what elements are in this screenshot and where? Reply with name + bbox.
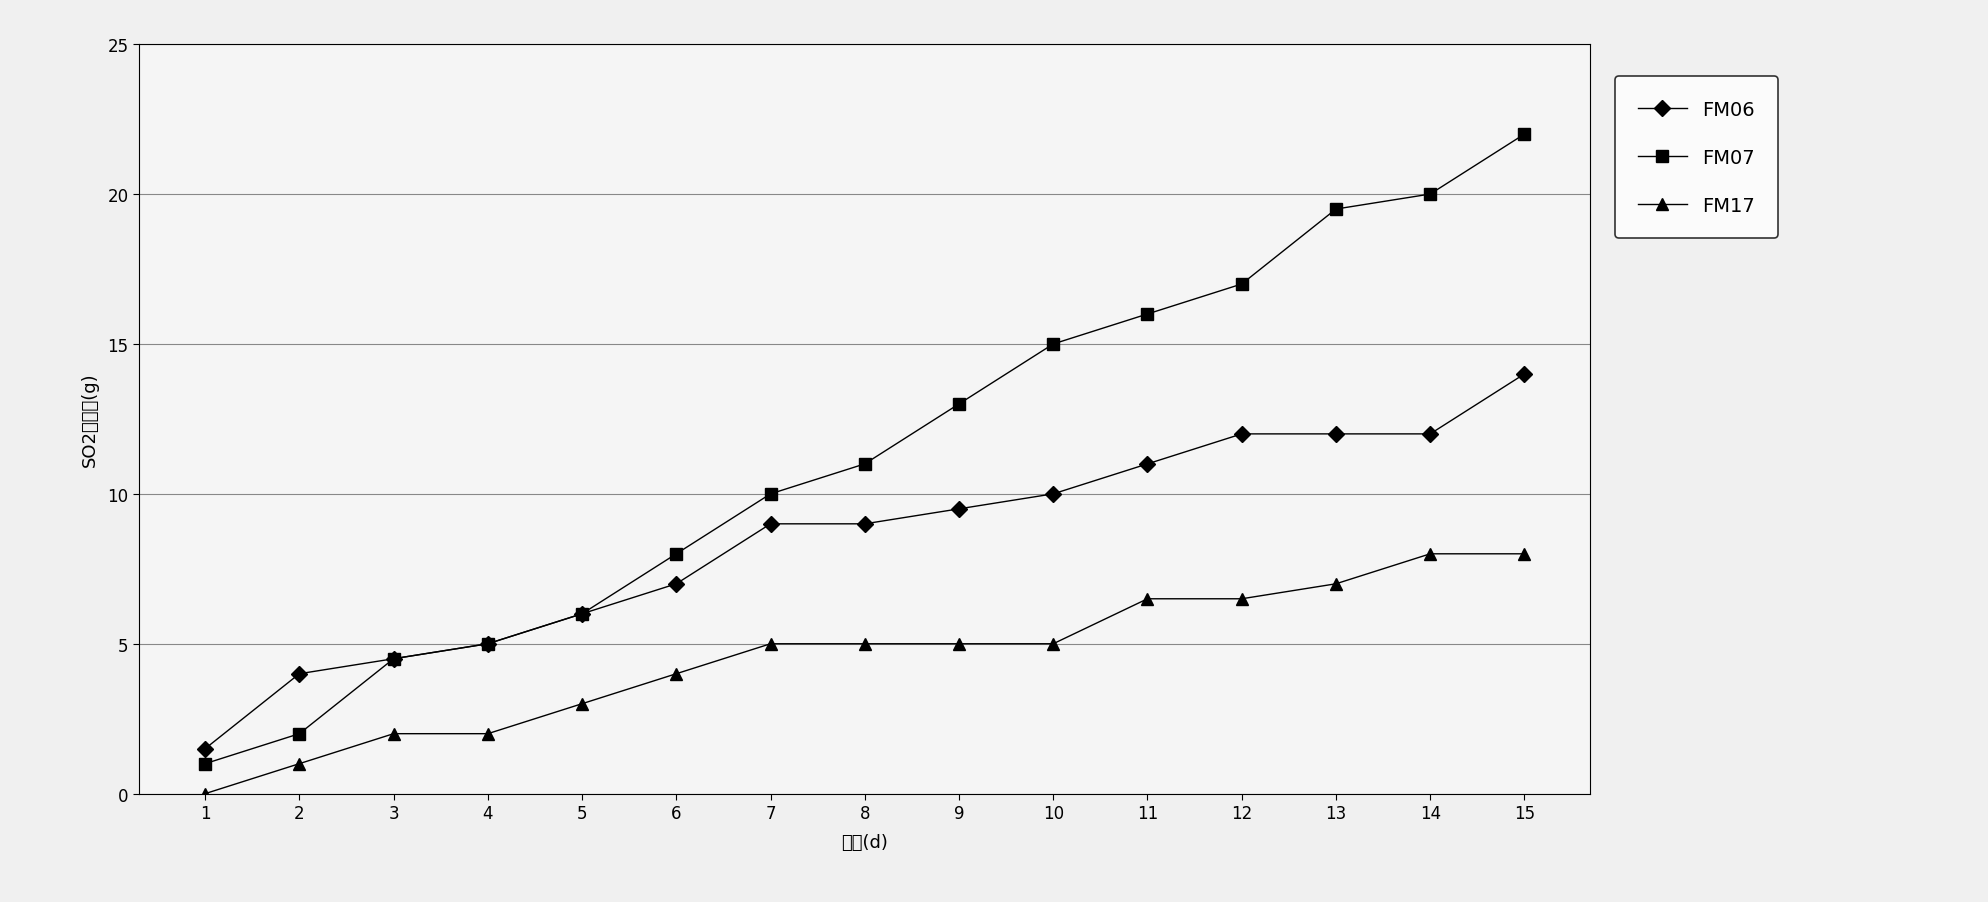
FM17: [1513, 548, 1537, 559]
FM07: [1231, 280, 1254, 290]
FM06: [664, 579, 688, 590]
FM07: [1417, 189, 1441, 200]
FM17: [475, 729, 499, 740]
FM07: [1042, 339, 1066, 350]
FM06: [853, 519, 877, 529]
FM06: [571, 609, 594, 620]
FM07: [288, 729, 312, 740]
FM07: [664, 548, 688, 559]
FM07: [571, 609, 594, 620]
FM07: [853, 459, 877, 470]
Line: FM06: FM06: [199, 369, 1531, 754]
FM17: [1231, 594, 1254, 604]
FM07: [193, 759, 217, 769]
FM07: [1324, 205, 1348, 216]
FM06: [1042, 489, 1066, 500]
FM17: [664, 668, 688, 679]
Line: FM17: FM17: [199, 548, 1531, 800]
FM06: [193, 743, 217, 754]
FM17: [288, 759, 312, 769]
FM17: [382, 729, 406, 740]
FM17: [571, 698, 594, 709]
FM17: [1135, 594, 1159, 604]
FM17: [1417, 548, 1441, 559]
FM07: [759, 489, 783, 500]
FM06: [475, 639, 499, 649]
FM17: [1324, 579, 1348, 590]
FM17: [946, 639, 970, 649]
X-axis label: 时间(d): 时间(d): [841, 833, 889, 851]
FM06: [946, 504, 970, 515]
FM06: [1513, 369, 1537, 380]
Y-axis label: SO2失去量(g): SO2失去量(g): [82, 373, 99, 466]
FM06: [759, 519, 783, 529]
FM17: [193, 788, 217, 799]
FM06: [382, 654, 406, 665]
FM17: [759, 639, 783, 649]
FM06: [1135, 459, 1159, 470]
Legend: FM06, FM07, FM17: FM06, FM07, FM17: [1614, 78, 1777, 239]
FM06: [1231, 429, 1254, 440]
FM07: [475, 639, 499, 649]
Line: FM07: FM07: [199, 129, 1531, 770]
FM17: [1042, 639, 1066, 649]
FM07: [382, 654, 406, 665]
FM07: [1513, 130, 1537, 141]
FM06: [1324, 429, 1348, 440]
FM07: [1135, 309, 1159, 320]
FM06: [1417, 429, 1441, 440]
FM06: [288, 668, 312, 679]
FM17: [853, 639, 877, 649]
FM07: [946, 399, 970, 410]
